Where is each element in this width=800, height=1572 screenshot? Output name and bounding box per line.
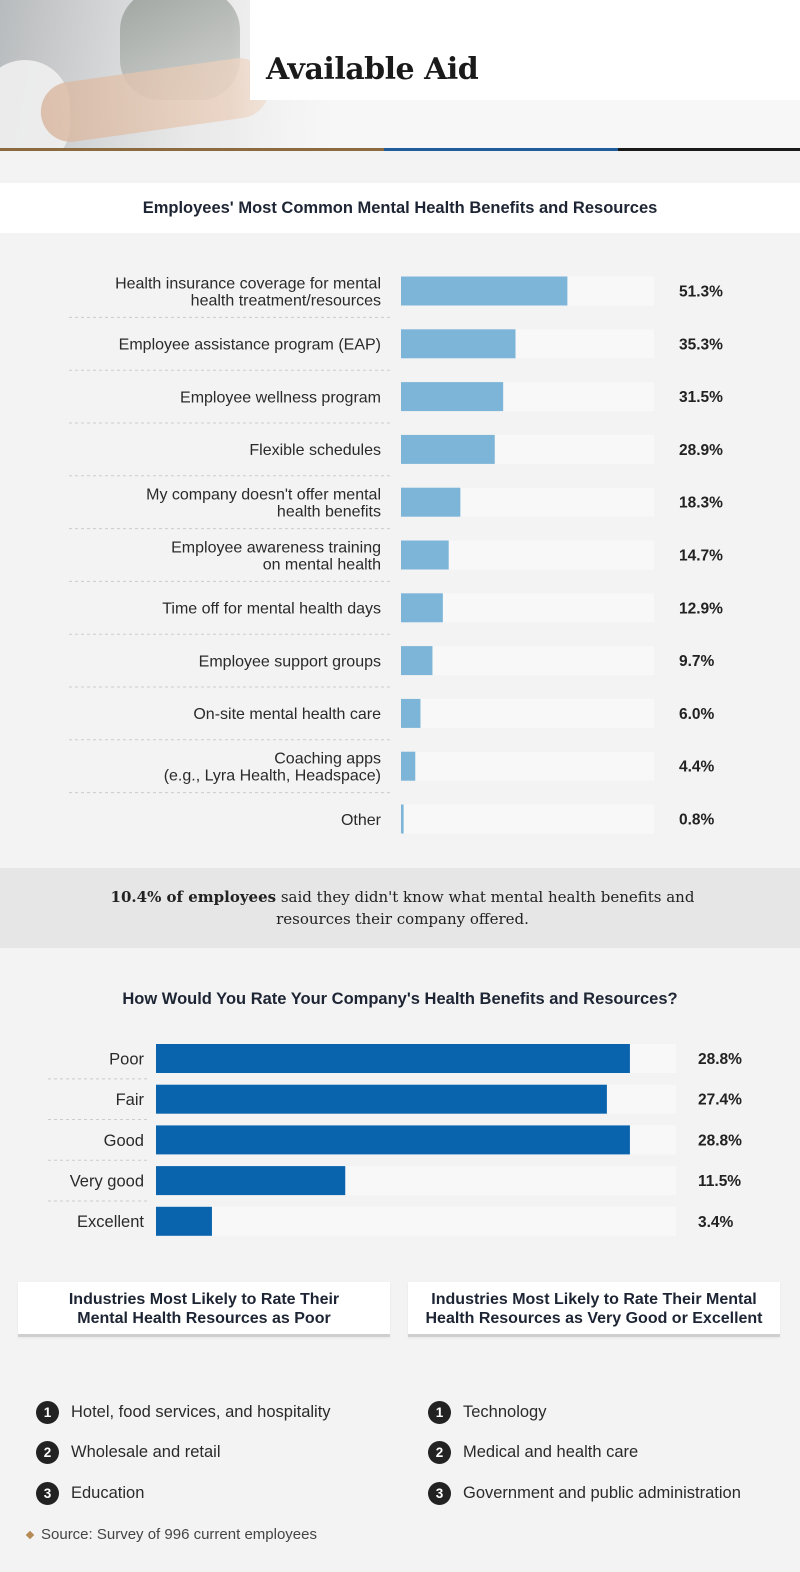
data-label: 51.3% bbox=[679, 284, 723, 301]
chart1-title: Employees' Most Common Mental Health Ben… bbox=[142, 199, 658, 217]
bar bbox=[401, 276, 568, 306]
data-label: 18.3% bbox=[679, 495, 723, 512]
list-item: 2 Wholesale and retail bbox=[36, 1433, 331, 1474]
category-label: On-site mental health care bbox=[193, 706, 381, 723]
data-label: 35.3% bbox=[679, 336, 723, 353]
data-label: 28.8% bbox=[698, 1051, 742, 1068]
data-label: 28.8% bbox=[698, 1132, 742, 1149]
category-label: Coaching apps (e.g., Lyra Health, Headspa… bbox=[164, 750, 381, 784]
page-title: Available Aid bbox=[266, 52, 479, 87]
industry-label: Medical and health care bbox=[463, 1443, 639, 1462]
header-rule-segment bbox=[0, 148, 384, 151]
data-label: 11.5% bbox=[698, 1173, 741, 1190]
list-item: 3 Education bbox=[36, 1473, 331, 1514]
callout-highlight: 10.4% of employees bbox=[110, 888, 277, 906]
data-label: 4.4% bbox=[679, 759, 715, 776]
bar bbox=[156, 1084, 607, 1114]
data-label: 31.5% bbox=[679, 389, 723, 406]
industry-label: Government and public administration bbox=[463, 1483, 741, 1502]
bar bbox=[401, 434, 495, 464]
benefits-bar-chart: Health insurance coverage for mental heal… bbox=[69, 275, 723, 834]
bar bbox=[401, 698, 421, 728]
callout-rest: said they didn't know what mental health… bbox=[276, 888, 695, 928]
bar-track bbox=[401, 751, 654, 781]
rank-badge: 3 bbox=[428, 1481, 451, 1505]
bar bbox=[156, 1166, 346, 1196]
bar bbox=[156, 1125, 630, 1155]
data-label: 12.9% bbox=[679, 600, 723, 617]
bar bbox=[401, 593, 443, 623]
bar-track bbox=[401, 804, 654, 834]
rank-badge: 1 bbox=[428, 1400, 451, 1424]
industries-poor-list: 1 Hotel, food services, and hospitality 2… bbox=[36, 1392, 331, 1514]
list-item: 2 Medical and health care bbox=[428, 1433, 741, 1474]
category-label: Excellent bbox=[77, 1213, 144, 1231]
bar bbox=[401, 540, 449, 570]
category-label: Employee wellness program bbox=[180, 389, 381, 406]
data-label: 28.9% bbox=[679, 442, 723, 459]
bar bbox=[401, 329, 516, 359]
bar bbox=[401, 751, 416, 781]
data-label: 3.4% bbox=[698, 1214, 734, 1231]
industries-poor-title: Industries Most Likely to Rate Their Ment… bbox=[68, 1291, 340, 1327]
rank-badge: 3 bbox=[36, 1481, 59, 1505]
category-label: Good bbox=[104, 1132, 144, 1150]
industry-label: Wholesale and retail bbox=[71, 1443, 221, 1462]
industries-good-header: Industries Most Likely to Rate Their Men… bbox=[408, 1282, 780, 1337]
category-label: My company doesn't offer mental health be… bbox=[146, 486, 381, 520]
bar-track bbox=[401, 646, 654, 676]
category-label: Fair bbox=[116, 1091, 145, 1109]
data-label: 27.4% bbox=[698, 1092, 742, 1109]
category-label: Poor bbox=[109, 1050, 144, 1068]
rank-badge: 2 bbox=[428, 1441, 451, 1465]
data-label: 14.7% bbox=[679, 548, 723, 565]
category-label: Time off for mental health days bbox=[162, 601, 381, 618]
bar bbox=[401, 487, 461, 517]
bar-track bbox=[401, 593, 654, 623]
category-label: Employee awareness training on mental hea… bbox=[171, 539, 381, 573]
chart2-title: How Would You Rate Your Company's Health… bbox=[122, 990, 678, 1008]
list-item: 1 Hotel, food services, and hospitality bbox=[36, 1392, 331, 1433]
callout-band bbox=[0, 868, 800, 948]
category-label: Other bbox=[341, 812, 382, 829]
rank-badge: 2 bbox=[36, 1441, 59, 1465]
data-label: 9.7% bbox=[679, 653, 715, 670]
diamond-bullet-icon bbox=[25, 1530, 35, 1539]
bar bbox=[401, 382, 504, 412]
industries-good-title: Industries Most Likely to Rate Their Men… bbox=[425, 1291, 763, 1327]
bar-track bbox=[156, 1206, 676, 1236]
category-label: Flexible schedules bbox=[249, 442, 381, 459]
chart1-title-band bbox=[0, 183, 800, 233]
callout-text: 10.4% of employees said they didn't know… bbox=[110, 886, 695, 930]
header-rule-segment bbox=[618, 148, 800, 151]
page-header: Available Aid bbox=[0, 0, 800, 150]
data-label: 0.8% bbox=[679, 812, 715, 829]
data-label: 6.0% bbox=[679, 706, 715, 723]
source-text: Source: Survey of 996 current employees bbox=[41, 1526, 317, 1543]
bar bbox=[401, 804, 404, 834]
header-rule bbox=[0, 148, 800, 151]
header-rule-segment bbox=[384, 148, 618, 151]
rank-badge: 1 bbox=[36, 1400, 59, 1424]
bar bbox=[401, 646, 433, 676]
list-item: 3 Government and public administration bbox=[428, 1473, 741, 1514]
industries-good-list: 1 Technology 2 Medical and health care 3 Go… bbox=[428, 1392, 741, 1514]
category-label: Very good bbox=[70, 1173, 144, 1191]
industry-label: Hotel, food services, and hospitality bbox=[71, 1402, 331, 1421]
list-item: 1 Technology bbox=[428, 1392, 741, 1433]
bar-track bbox=[401, 698, 654, 728]
category-label: Health insurance coverage for mental heal… bbox=[115, 275, 381, 309]
source-note: Source: Survey of 996 current employees bbox=[25, 1526, 317, 1543]
industry-label: Education bbox=[71, 1483, 145, 1502]
category-label: Employee support groups bbox=[199, 653, 381, 670]
bar bbox=[156, 1044, 630, 1073]
industry-label: Technology bbox=[463, 1402, 547, 1421]
bar bbox=[156, 1206, 212, 1236]
industries-poor-header: Industries Most Likely to Rate Their Ment… bbox=[18, 1282, 390, 1337]
rating-bar-chart: Poor 28.8% Fair 27.4% Good 28.8% Very good 11.5… bbox=[48, 1044, 742, 1236]
category-label: Employee assistance program (EAP) bbox=[119, 337, 381, 354]
